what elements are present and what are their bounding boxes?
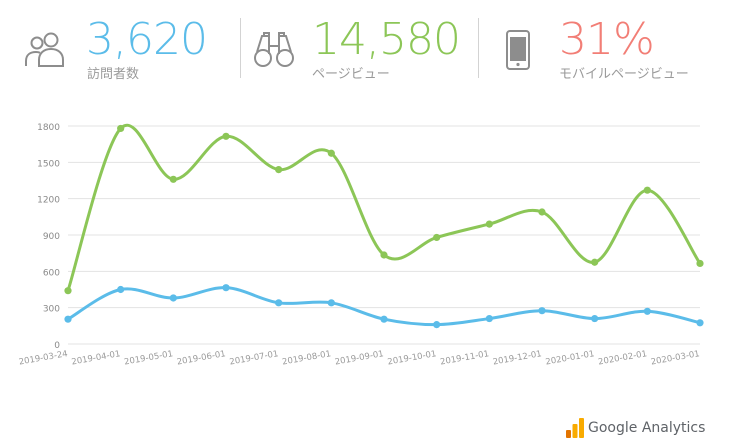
data-point[interactable] <box>275 299 283 307</box>
stat-divider <box>478 18 479 78</box>
data-point[interactable] <box>222 284 230 292</box>
y-tick-label: 600 <box>43 268 60 278</box>
x-tick-label: 2020-02-01 <box>597 349 647 367</box>
x-tick-label: 2019-06-01 <box>176 349 226 367</box>
data-point[interactable] <box>538 208 546 216</box>
series-line <box>66 123 702 293</box>
data-point[interactable] <box>327 149 335 157</box>
x-tick-label: 2019-03-24 <box>18 349 68 367</box>
google-analytics-label: Google Analytics <box>588 420 706 436</box>
data-point[interactable] <box>380 251 388 259</box>
stat-divider <box>240 18 241 78</box>
y-tick-label: 300 <box>43 305 60 315</box>
x-tick-label: 2019-09-01 <box>334 349 384 367</box>
binoculars-icon <box>254 32 294 67</box>
data-point[interactable] <box>643 307 651 315</box>
x-tick-label: 2020-01-01 <box>545 349 595 367</box>
data-point[interactable] <box>275 166 283 174</box>
x-tick-label: 2019-08-01 <box>281 349 331 367</box>
x-axis-ticks: 2019-03-24 2019-04-01 2019-05-01 2019-06-01… <box>18 349 700 367</box>
data-point[interactable] <box>643 186 651 194</box>
y-tick-label: 1200 <box>37 196 60 206</box>
mobile-pageviews-value: 31% <box>559 14 655 65</box>
data-point[interactable] <box>485 314 493 323</box>
data-point[interactable] <box>327 299 335 307</box>
google-analytics-logo-icon <box>566 418 584 438</box>
data-point[interactable] <box>433 233 441 242</box>
data-point[interactable] <box>591 258 599 266</box>
pageviews-value: 14,580 <box>312 14 461 65</box>
y-tick-label: 900 <box>43 232 60 242</box>
visitors-value: 3,620 <box>86 14 208 65</box>
stats-header: 3,620 訪問者数 14,580 ページビュー 31% モバイルページビュー <box>0 0 738 90</box>
x-tick-label: 2019-12-01 <box>492 349 542 367</box>
data-point[interactable] <box>222 132 230 140</box>
data-point[interactable] <box>485 220 493 228</box>
data-point[interactable] <box>696 259 704 268</box>
data-point[interactable] <box>380 315 388 323</box>
users-icon <box>25 32 64 67</box>
data-point[interactable] <box>591 314 599 323</box>
data-point[interactable] <box>117 124 125 133</box>
data-point[interactable] <box>64 315 72 323</box>
x-tick-label: 2019-07-01 <box>229 349 279 367</box>
data-point[interactable] <box>117 285 125 294</box>
mobile-pageviews-label: モバイルページビュー <box>559 67 689 82</box>
x-tick-label: 2019-04-01 <box>71 349 121 367</box>
data-point[interactable] <box>169 175 177 183</box>
data-point[interactable] <box>169 294 177 302</box>
line-chart: 0 300 600 900 1200 1500 1800 2019-03-24 2019-04… <box>18 123 704 368</box>
pageviews-label: ページビュー <box>312 67 390 82</box>
y-tick-label: 1500 <box>37 159 60 169</box>
y-tick-label: 0 <box>54 341 60 351</box>
x-tick-label: 2019-05-01 <box>123 349 173 367</box>
data-point[interactable] <box>64 287 72 295</box>
x-tick-label: 2019-10-01 <box>387 349 437 367</box>
mobile-phone-icon <box>506 30 530 70</box>
series-lines <box>64 123 704 329</box>
visitors-label: 訪問者数 <box>87 67 140 82</box>
data-point[interactable] <box>696 319 704 327</box>
x-tick-label: 2020-03-01 <box>650 349 700 367</box>
x-tick-label: 2019-11-01 <box>439 349 489 367</box>
data-point[interactable] <box>433 321 441 329</box>
y-axis-ticks: 0 300 600 900 1200 1500 1800 <box>37 123 60 351</box>
grid-lines <box>68 125 700 345</box>
data-point[interactable] <box>538 307 546 315</box>
y-tick-label: 1800 <box>37 123 60 133</box>
